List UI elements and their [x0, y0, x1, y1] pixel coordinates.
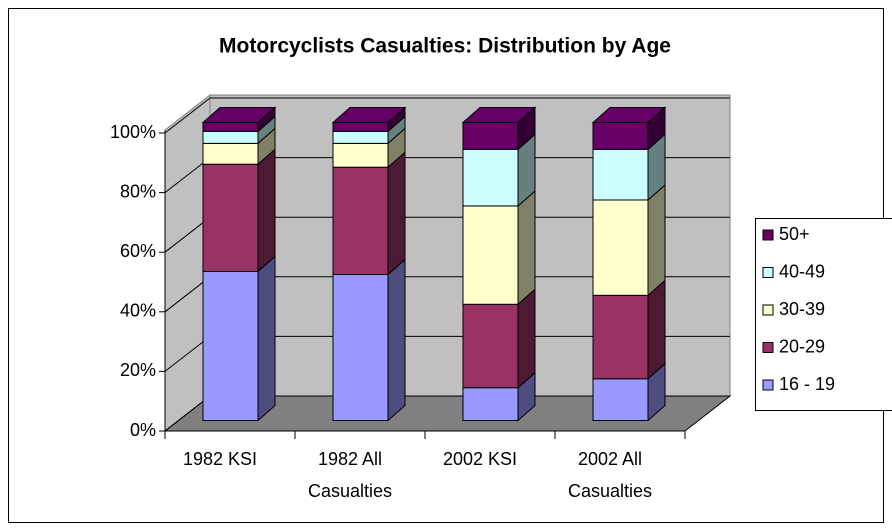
legend-label: 40-49	[779, 261, 825, 281]
y-tick-label: 80%	[120, 181, 156, 201]
bar-segment	[332, 142, 389, 168]
x-tick-label: 2002 All Casualties	[567, 449, 653, 501]
legend-label: 20-29	[779, 336, 825, 356]
bar-segment	[332, 130, 389, 144]
legend-swatch	[762, 267, 774, 278]
bar-side	[257, 255, 276, 422]
legend-label: 30-39	[779, 299, 825, 319]
y-tick-label: 60%	[120, 241, 156, 261]
bar-segment	[462, 205, 519, 305]
grid-line	[164, 97, 211, 134]
legend-label: 50+	[779, 224, 810, 244]
bar-side	[517, 288, 536, 389]
x-ticks	[164, 431, 686, 439]
bar-segment	[202, 163, 259, 272]
y-tick-label: 40%	[120, 301, 156, 321]
bar-side	[257, 148, 276, 273]
bar-segment	[462, 122, 519, 150]
legend-swatch	[762, 379, 774, 391]
legend-swatch	[762, 304, 774, 316]
bar-side	[387, 151, 406, 276]
bar-side	[387, 258, 406, 422]
bar-top	[461, 107, 537, 123]
bar-segment	[592, 294, 649, 380]
bar-segment	[592, 122, 649, 150]
bar-segment	[332, 122, 389, 132]
bar-segment	[202, 130, 259, 144]
y-tick-label: 0%	[130, 420, 156, 440]
chart-title: Motorcyclists Casualties: Distribution b…	[219, 35, 671, 58]
bar-top	[331, 107, 407, 123]
bar-segment	[592, 378, 649, 421]
legend	[755, 218, 892, 411]
legend-swatch	[762, 229, 774, 241]
x-tick-label: 1982 KSI	[182, 449, 258, 469]
bar-segment	[592, 148, 649, 201]
x-tick-label: 1982 All Casualties	[307, 449, 393, 501]
bar-top	[201, 107, 277, 123]
x-tick-label: 2002 KSI	[442, 449, 518, 469]
bar-top	[591, 107, 667, 123]
bar-segment	[462, 303, 519, 389]
y-tick-label: 20%	[120, 360, 156, 380]
bar-segment	[332, 273, 389, 422]
legend-label: 16 - 19	[779, 374, 835, 394]
bar-side	[517, 189, 536, 306]
bar-side	[647, 183, 666, 297]
bar-segment	[332, 166, 389, 275]
bar-segment	[462, 387, 519, 421]
bar-side	[647, 279, 666, 380]
bar-segment	[202, 142, 259, 165]
bar-segment	[592, 199, 649, 296]
y-tick-label: 100%	[110, 122, 156, 142]
bar-segment	[202, 271, 259, 421]
bar-segment	[202, 122, 259, 132]
legend-swatch	[762, 342, 774, 353]
bar-segment	[462, 148, 519, 207]
